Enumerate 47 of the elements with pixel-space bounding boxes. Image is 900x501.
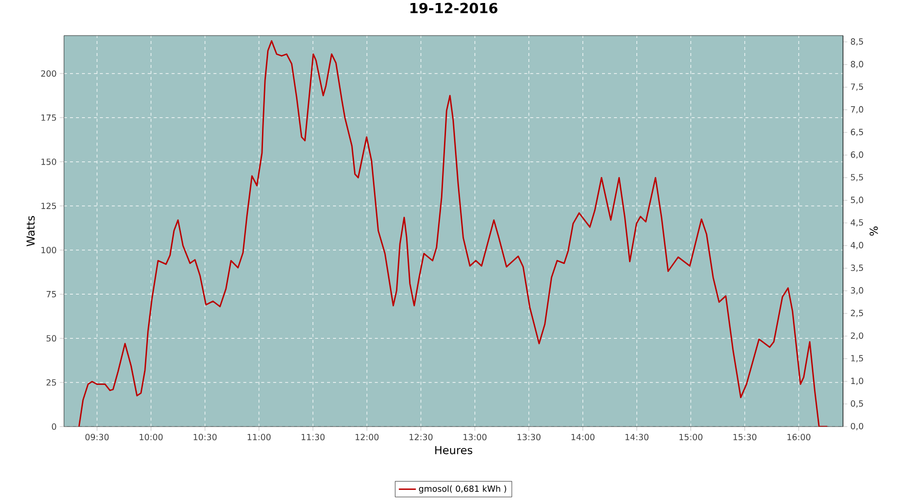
- y2-tick-label: 7,0: [850, 106, 864, 114]
- y2-tick-label: 8,0: [850, 61, 864, 68]
- y2-tick-label: 8,5: [850, 38, 864, 46]
- x-tick-label: 15:30: [734, 434, 756, 440]
- x-tick-label: 12:30: [410, 434, 433, 440]
- y-axis-title: Watts: [26, 216, 35, 246]
- y-tick-label: 175: [42, 114, 56, 122]
- x-axis-title: Heures: [435, 446, 472, 454]
- y-tick-label: 200: [41, 70, 56, 77]
- y-tick-label: 0: [52, 424, 56, 430]
- x-tick-label: 09:30: [85, 434, 109, 440]
- x-tick-label: 11:30: [302, 434, 325, 440]
- x-tick-label: 10:00: [140, 434, 163, 440]
- x-tick-label: 10:30: [194, 434, 217, 440]
- y2-tick-label: 0,5: [850, 400, 864, 408]
- y2-tick-label: 5,5: [850, 174, 864, 182]
- y-tick-label: 25: [46, 379, 56, 386]
- y2-tick-label: 3,0: [850, 287, 864, 295]
- y2-tick-label: 2,5: [850, 310, 864, 318]
- x-tick-label: 16:00: [787, 434, 810, 440]
- x-tick-label: 12:00: [356, 434, 379, 440]
- y2-tick-label: 1,0: [851, 378, 864, 386]
- x-tick-label: 14:30: [626, 434, 648, 440]
- y-tick-label: 50: [46, 335, 56, 342]
- y2-tick-label: 1,5: [851, 355, 864, 362]
- y2-tick-label: 0,0: [850, 423, 864, 430]
- chart-title: 19-12-2016: [410, 3, 498, 14]
- y-tick-label: 125: [42, 202, 56, 210]
- x-tick-label: 11:00: [248, 434, 271, 440]
- y2-tick-label: 7,5: [850, 84, 864, 91]
- x-tick-label: 13:30: [518, 434, 540, 440]
- x-tick-label: 13:00: [464, 434, 487, 440]
- y2-tick-label: 3,5: [850, 264, 864, 272]
- y-tick-label: 100: [42, 247, 56, 254]
- x-tick-label: 14:00: [572, 434, 594, 440]
- y2-tick-label: 6,5: [850, 128, 864, 136]
- x-tick-label: 15:00: [680, 434, 702, 440]
- y-tick-label: 75: [46, 291, 56, 298]
- line-series: [78, 40, 828, 427]
- y2-tick-label: 4,0: [850, 242, 864, 250]
- y2-tick-label: 2,0: [850, 332, 864, 340]
- y2-axis-title: %: [870, 226, 878, 236]
- y2-tick-label: 6,0: [850, 152, 864, 159]
- legend-label: gmosol( 0,681 kWh ): [419, 485, 506, 494]
- y-tick-label: 150: [42, 158, 56, 166]
- y2-tick-label: 4,5: [850, 220, 864, 227]
- y2-tick-label: 5,0: [850, 196, 864, 204]
